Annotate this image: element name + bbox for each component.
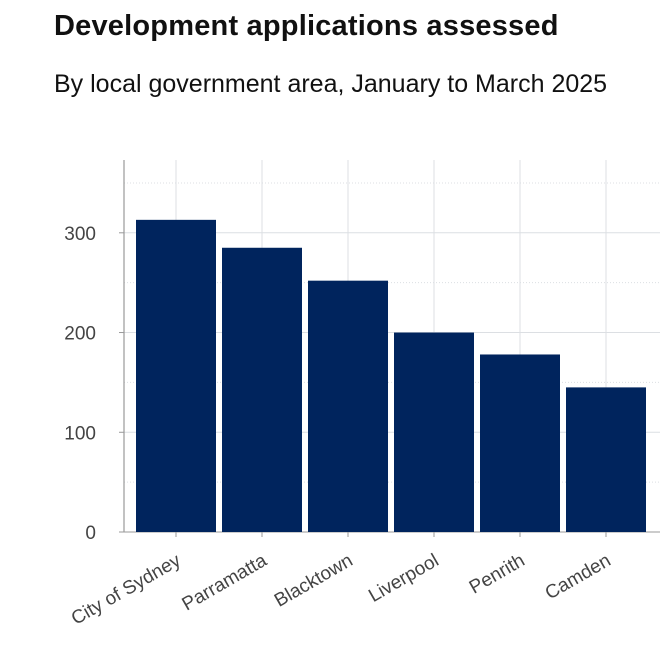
chart-subtitle: By local government area, January to Mar…: [54, 70, 608, 98]
y-tick-label: 200: [64, 324, 96, 345]
bar-camden: [566, 387, 646, 532]
x-tick-label: City of Sydney: [68, 550, 185, 630]
bar-liverpool: [394, 332, 474, 532]
x-tick-label: Liverpool: [365, 550, 442, 607]
chart-title: Development applications assessed: [54, 10, 559, 42]
y-tick-label: 100: [64, 423, 96, 444]
x-tick-label: Penrith: [466, 550, 529, 598]
x-tick-label: Blacktown: [271, 550, 357, 611]
bar-parramatta: [222, 247, 302, 532]
bar-city-of-sydney: [136, 219, 216, 532]
x-tick-label: Camden: [542, 550, 615, 604]
bar-penrith: [480, 354, 560, 532]
y-tick-label: 300: [64, 224, 96, 245]
x-tick-label: Parramatta: [179, 550, 271, 615]
bar-blacktown: [308, 280, 388, 532]
y-tick-label: 0: [85, 523, 96, 544]
